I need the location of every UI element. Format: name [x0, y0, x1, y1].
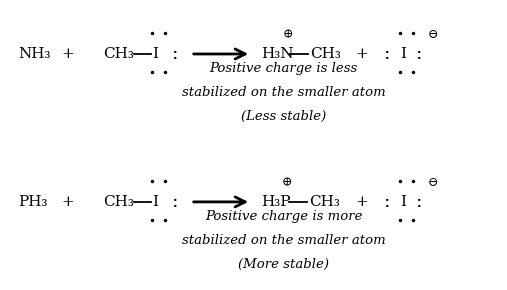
Text: CH₃: CH₃	[103, 195, 134, 209]
Text: +: +	[355, 47, 368, 61]
Text: I: I	[152, 195, 158, 209]
Text: +: +	[355, 195, 368, 209]
Text: Positive charge is less: Positive charge is less	[209, 62, 358, 75]
Text: +: +	[61, 47, 75, 61]
Text: I: I	[152, 47, 158, 61]
Text: (Less stable): (Less stable)	[241, 110, 326, 123]
Text: CH₃: CH₃	[103, 47, 134, 61]
Text: +: +	[61, 195, 75, 209]
Text: (More stable): (More stable)	[238, 258, 329, 271]
Text: :: :	[384, 193, 390, 211]
Text: NH₃: NH₃	[18, 47, 50, 61]
Text: PH₃: PH₃	[18, 195, 47, 209]
Text: ⊕: ⊕	[282, 28, 293, 41]
Text: stabilized on the smaller atom: stabilized on the smaller atom	[182, 86, 385, 99]
Text: :: :	[384, 45, 390, 63]
Text: ⊕: ⊕	[281, 176, 292, 189]
Text: :: :	[172, 193, 179, 211]
Text: CH₃: CH₃	[310, 47, 341, 61]
Text: I: I	[401, 47, 407, 61]
Text: ⊖: ⊖	[428, 176, 439, 189]
Text: Positive charge is more: Positive charge is more	[205, 210, 363, 223]
Text: :: :	[416, 45, 423, 63]
Text: :: :	[416, 193, 423, 211]
Text: H₃P: H₃P	[261, 195, 291, 209]
Text: ⊖: ⊖	[428, 28, 439, 41]
Text: H₃N: H₃N	[261, 47, 294, 61]
Text: :: :	[172, 45, 179, 63]
Text: CH₃: CH₃	[309, 195, 340, 209]
Text: stabilized on the smaller atom: stabilized on the smaller atom	[182, 234, 385, 247]
Text: I: I	[401, 195, 407, 209]
